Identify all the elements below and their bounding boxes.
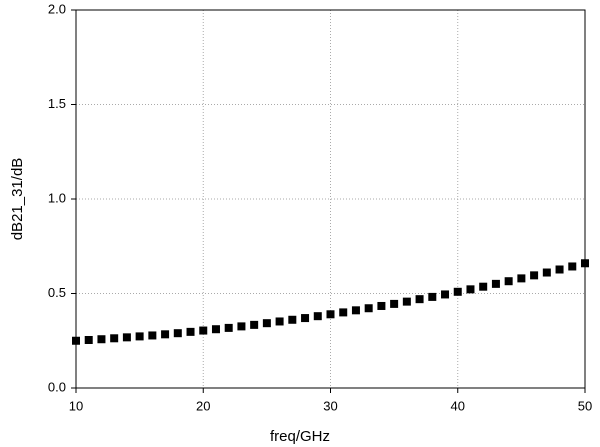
marker — [161, 330, 170, 339]
x-tick-label: 50 — [578, 398, 592, 413]
marker — [84, 335, 93, 344]
marker — [224, 323, 233, 332]
y-tick-label: 0.0 — [48, 379, 66, 394]
marker — [402, 297, 411, 306]
plot-frame — [75, 9, 586, 389]
marker — [568, 262, 577, 271]
marker — [97, 335, 106, 344]
marker — [135, 332, 144, 341]
marker — [301, 314, 310, 323]
marker — [313, 312, 322, 321]
y-tick-label: 2.0 — [48, 1, 66, 16]
marker — [466, 285, 475, 294]
marker — [453, 287, 462, 296]
marker — [326, 310, 335, 319]
marker — [351, 306, 360, 315]
y-tick-label: 1.5 — [48, 96, 66, 111]
marker — [428, 292, 437, 301]
marker — [504, 277, 513, 286]
y-tick-label: 0.5 — [48, 285, 66, 300]
marker — [364, 304, 373, 313]
marker — [237, 322, 246, 331]
x-axis-title: freq/GHz — [270, 428, 330, 445]
x-tick-label: 10 — [69, 398, 83, 413]
marker — [122, 333, 131, 342]
marker — [262, 319, 271, 328]
marker — [441, 290, 450, 299]
marker — [491, 279, 500, 288]
marker — [186, 327, 195, 336]
marker — [530, 271, 539, 280]
x-tick-label: 20 — [196, 398, 210, 413]
marker — [377, 301, 386, 310]
y-tick-label: 1.0 — [48, 190, 66, 205]
marker — [72, 336, 80, 345]
y-axis-title: dB21_31/dB — [9, 158, 26, 241]
marker — [199, 326, 208, 335]
marker — [517, 274, 526, 283]
x-tick-label: 30 — [323, 398, 337, 413]
marker — [555, 265, 564, 274]
x-tick-label: 40 — [451, 398, 465, 413]
marker — [275, 317, 284, 326]
marker — [415, 295, 424, 304]
marker — [173, 329, 182, 338]
marker — [250, 320, 259, 329]
marker — [390, 299, 399, 308]
marker — [288, 315, 297, 324]
marker — [110, 334, 119, 343]
marker — [211, 325, 220, 334]
marker — [479, 282, 488, 291]
marker — [581, 259, 589, 268]
marker — [339, 308, 348, 317]
marker — [542, 268, 551, 277]
marker — [148, 331, 157, 340]
